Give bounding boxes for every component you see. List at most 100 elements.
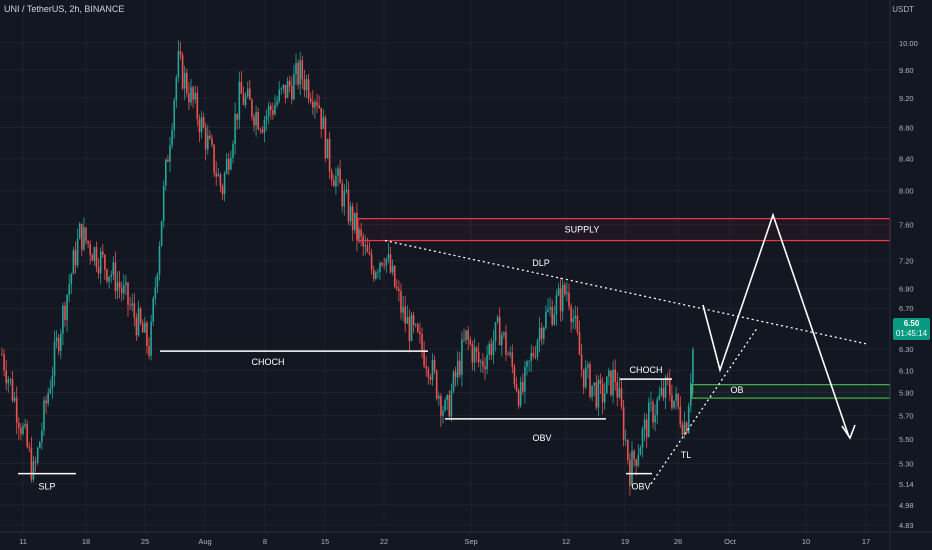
last-price: 6.50 [903, 319, 920, 328]
candle-body [482, 361, 484, 367]
candle-body [582, 369, 585, 388]
candle-body [144, 322, 146, 333]
candle-body [540, 327, 543, 339]
candle-body [213, 144, 215, 173]
candle-body [591, 385, 593, 397]
candle-body [532, 352, 535, 357]
candle-body [127, 282, 129, 305]
candle-body [662, 388, 665, 398]
candle-body [469, 340, 472, 345]
candle-body [261, 129, 264, 133]
candle-body [64, 305, 66, 320]
candle-body [45, 400, 47, 404]
candle-body [207, 135, 209, 150]
dlp-trendline [384, 239, 867, 345]
candle-body [578, 332, 581, 355]
candle-body [368, 252, 371, 255]
candle-body [372, 269, 375, 279]
candle-body [175, 77, 178, 101]
candle-body [72, 250, 75, 275]
candle-body [152, 298, 154, 322]
candle-body [322, 117, 325, 130]
candle-body [129, 304, 131, 306]
candle-body [561, 284, 564, 312]
candle-body [658, 395, 661, 400]
candle-body [57, 337, 60, 351]
candle-body [568, 292, 570, 307]
candle-body [314, 102, 316, 108]
candle-body [200, 117, 203, 133]
candle-body [204, 127, 207, 150]
price-axis[interactable]: 10.00 9.60 9.20 8.80 8.40 8.00 7.60 7.20 6.90 6.7… [889, 0, 918, 550]
candle-body [228, 158, 230, 170]
candle-body [158, 245, 161, 275]
candle-body [501, 334, 503, 346]
price-tick-label: 8.80 [899, 124, 914, 133]
candle-body [9, 378, 12, 380]
candle-body [110, 274, 112, 277]
candle-body [652, 402, 654, 423]
candle-body [179, 51, 182, 55]
candle-body [309, 98, 312, 102]
candle-body [425, 366, 427, 369]
candle-body [148, 346, 150, 356]
candle-body [236, 113, 238, 120]
candle-body [362, 236, 364, 247]
candle-body [278, 89, 280, 102]
candle-body [435, 370, 438, 399]
candle-body [299, 60, 301, 85]
candle-body [431, 359, 434, 380]
time-tick-label: 8 [263, 537, 267, 546]
candle-body [402, 306, 404, 313]
candle-body [276, 101, 278, 105]
candle-body [452, 371, 455, 392]
candle-body [446, 395, 448, 401]
candle-body [76, 238, 79, 266]
candle-body [7, 379, 10, 384]
candle-body [679, 406, 682, 425]
candle-body [354, 212, 356, 231]
candle-body [624, 439, 627, 441]
candle-body [666, 377, 669, 379]
time-tick-label: 25 [141, 537, 149, 546]
candle-body [95, 247, 98, 268]
candle-body [593, 382, 595, 386]
candle-body [440, 395, 442, 416]
candle-body [566, 292, 568, 295]
candle-body [475, 347, 478, 353]
candle-body [51, 375, 54, 389]
candle-body [303, 79, 306, 91]
candle-body [349, 206, 352, 222]
candle-body [102, 251, 104, 255]
candle-body [570, 306, 572, 323]
candle-body [5, 370, 7, 384]
candle-body [3, 354, 5, 371]
candle-body [320, 107, 322, 130]
candle-body [265, 115, 268, 120]
time-axis[interactable]: 11 18 25 Aug 8 15 22 Sep 12 19 26 Oct 10 17 [0, 531, 932, 546]
candle-body [370, 254, 373, 270]
candle-body [225, 158, 228, 174]
candle-body [324, 117, 327, 159]
time-tick-label: 10 [802, 537, 810, 546]
candle-body [692, 349, 694, 384]
candle-body [97, 267, 100, 274]
candle-body [660, 388, 663, 396]
candle-body [637, 455, 640, 466]
candle-body [81, 223, 83, 250]
price-tick-label: 5.30 [899, 460, 914, 469]
candle-body [673, 400, 675, 408]
candle-body [156, 274, 159, 288]
candle-body [270, 105, 272, 111]
candle-body [648, 402, 650, 438]
candle-body [55, 337, 58, 342]
candle-body [251, 99, 253, 117]
candle-body [219, 174, 222, 187]
candle-body [417, 324, 419, 332]
candle-body [534, 356, 537, 357]
candle-body [551, 307, 553, 325]
candle-body [461, 339, 463, 375]
candle-body [545, 311, 547, 328]
candle-body [91, 255, 94, 261]
